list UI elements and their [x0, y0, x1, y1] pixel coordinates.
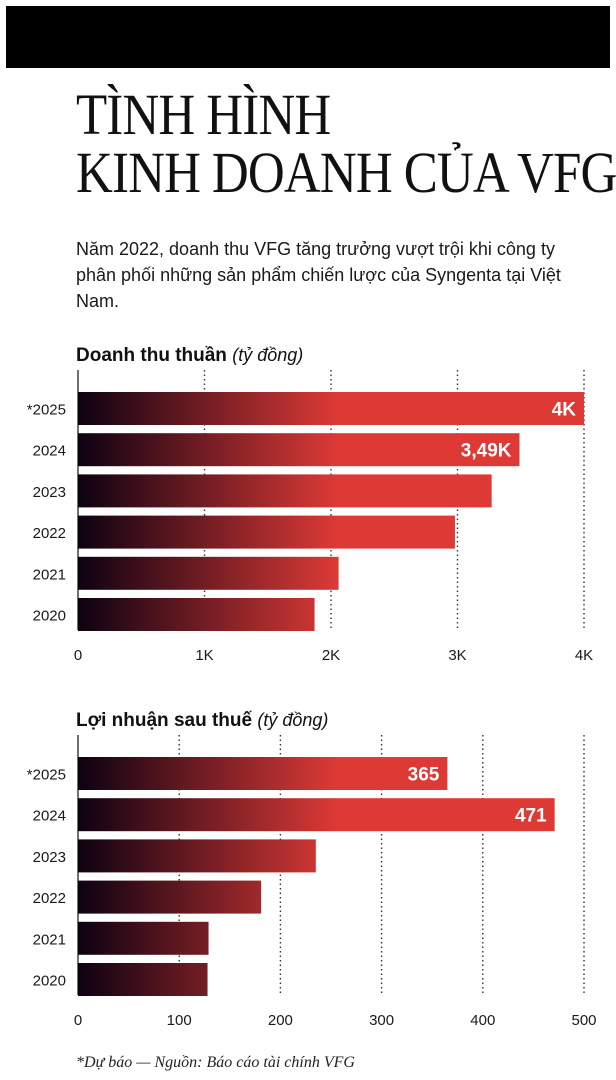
tick-label-1: 100 [167, 1012, 192, 1029]
lead-paragraph: Năm 2022, doanh thu VFG tăng trưởng vượt… [76, 239, 561, 311]
bar-1 [78, 798, 555, 832]
category-label-3: 2022 [33, 525, 66, 542]
profit-chart-title-text: Lợi nhuận sau thuế [76, 710, 253, 731]
tick-label-3: 300 [369, 1012, 394, 1029]
bar-5 [78, 598, 315, 631]
profit-bar-chart: *2025 365 2024 471 2023 2022 2021 2020 0 100 200 30… [27, 735, 597, 1029]
revenue-bar-chart: *2025 4K 2024 3,49K 2023 2022 2021 2020 0 1K 2K 3K 4… [27, 370, 593, 664]
data-label-1: 471 [515, 806, 547, 827]
bar-2 [78, 839, 316, 873]
bar-0 [78, 392, 584, 425]
bar-4 [78, 556, 339, 590]
revenue-chart-unit: (tỷ đồng) [232, 345, 304, 365]
bar-5 [78, 963, 208, 996]
bar-3 [78, 515, 455, 549]
bar-4 [78, 921, 209, 955]
category-label-0: *2025 [27, 767, 66, 784]
bar-1 [78, 433, 520, 467]
category-label-5: 2020 [33, 973, 66, 990]
page-title: TÌNH HÌNH KINH DOANH CỦA VFG [76, 86, 616, 202]
tick-label-4: 4K [575, 647, 593, 664]
tick-label-1: 1K [195, 647, 213, 664]
category-label-2: 2023 [33, 484, 66, 501]
tick-label-0: 0 [74, 647, 82, 664]
tick-label-0: 0 [74, 1012, 82, 1029]
category-label-3: 2022 [33, 890, 66, 907]
footnote: *Dự báo — Nguồn: Báo cáo tài chính VFG [76, 1054, 355, 1071]
profit-chart-title: Lợi nhuận sau thuế (tỷ đồng) [76, 710, 328, 732]
category-label-0: *2025 [27, 402, 66, 419]
bar-3 [78, 880, 262, 914]
revenue-chart-title-text: Doanh thu thuần [76, 345, 227, 366]
data-label-0: 365 [408, 765, 440, 786]
title-line-2: KINH DOANH CỦA VFG [76, 140, 616, 205]
tick-label-2: 2K [322, 647, 340, 664]
data-label-0: 4K [552, 400, 577, 421]
bar-0 [78, 757, 448, 790]
tick-label-3: 3K [448, 647, 466, 664]
data-label-1: 3,49K [461, 441, 512, 462]
category-label-4: 2021 [33, 566, 66, 583]
title-line-1: TÌNH HÌNH [76, 82, 331, 147]
top-black-banner [6, 6, 610, 68]
revenue-chart-title: Doanh thu thuần (tỷ đồng) [76, 345, 303, 367]
tick-label-2: 200 [268, 1012, 293, 1029]
category-label-1: 2024 [33, 443, 66, 460]
category-label-4: 2021 [33, 931, 66, 948]
bar-2 [78, 474, 492, 508]
tick-label-4: 400 [470, 1012, 495, 1029]
tick-label-5: 500 [571, 1012, 596, 1029]
category-label-1: 2024 [33, 808, 66, 825]
category-label-2: 2023 [33, 849, 66, 866]
profit-chart-unit: (tỷ đồng) [257, 710, 329, 730]
category-label-5: 2020 [33, 608, 66, 625]
